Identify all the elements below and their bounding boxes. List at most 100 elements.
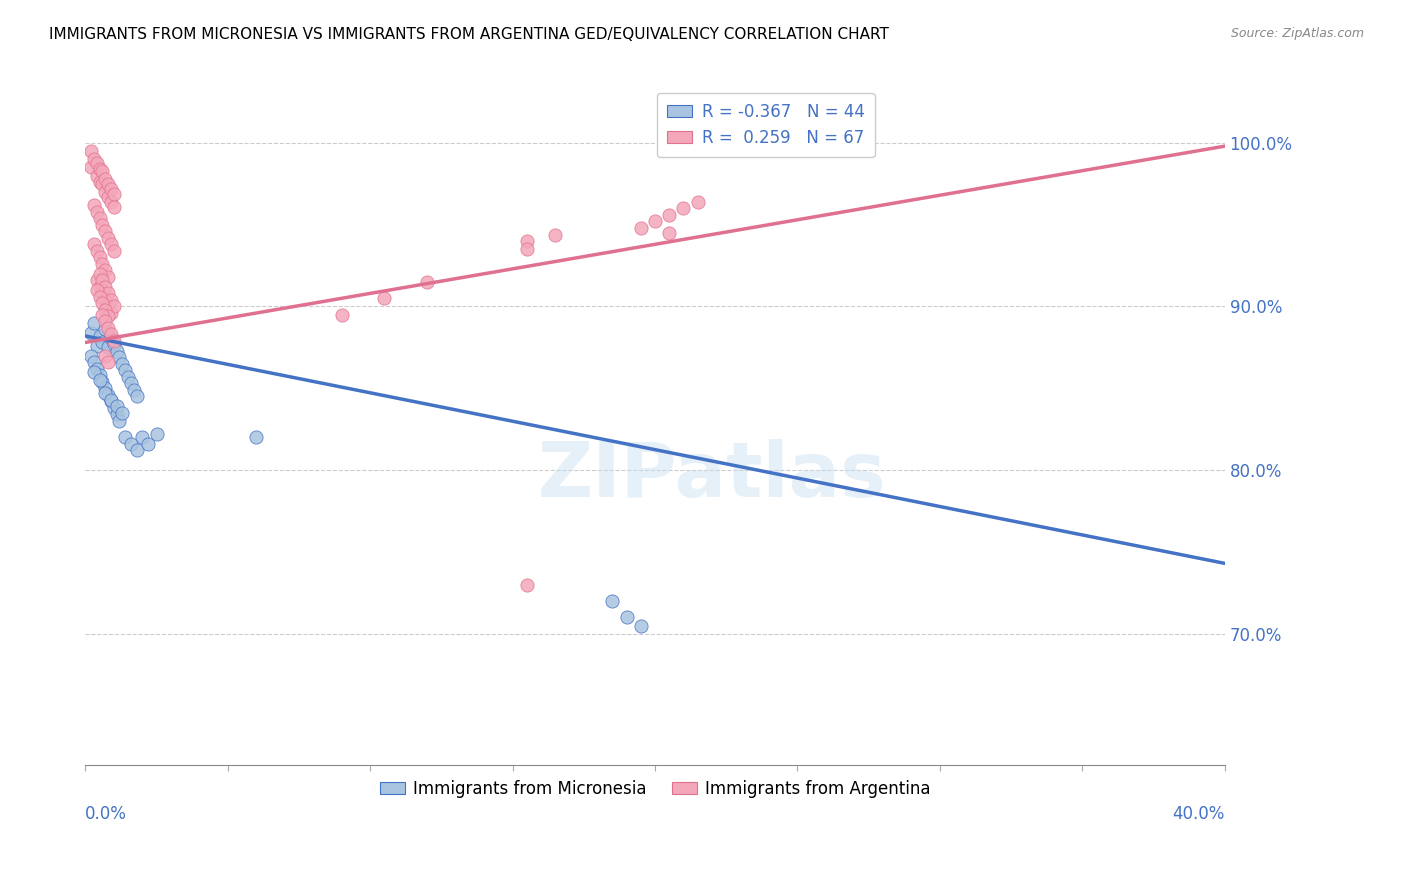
Point bbox=[97, 320, 120, 334]
Point bbox=[245, 430, 267, 444]
Point bbox=[94, 302, 117, 317]
Text: 40.0%: 40.0% bbox=[1173, 805, 1225, 823]
Point bbox=[544, 227, 567, 242]
Point bbox=[616, 610, 638, 624]
Point bbox=[91, 296, 114, 310]
Point bbox=[89, 290, 111, 304]
Point bbox=[83, 316, 105, 330]
Point bbox=[83, 365, 105, 379]
Point bbox=[103, 300, 125, 314]
Point bbox=[373, 291, 395, 305]
Point bbox=[86, 204, 108, 219]
Point bbox=[145, 427, 167, 442]
Point bbox=[100, 293, 122, 307]
Point bbox=[630, 221, 652, 235]
Point bbox=[100, 194, 122, 209]
Point bbox=[86, 244, 108, 258]
Point bbox=[136, 437, 159, 451]
Point bbox=[108, 350, 131, 364]
Point bbox=[86, 283, 108, 297]
Point bbox=[125, 443, 148, 458]
Point bbox=[125, 389, 148, 403]
Point bbox=[89, 175, 111, 189]
Point bbox=[94, 280, 117, 294]
Point bbox=[83, 198, 105, 212]
Point bbox=[97, 177, 120, 191]
Point bbox=[97, 388, 120, 402]
Point bbox=[100, 182, 122, 196]
Point bbox=[83, 237, 105, 252]
Point bbox=[97, 355, 120, 369]
Point bbox=[103, 401, 125, 415]
Point bbox=[100, 392, 122, 407]
Point bbox=[91, 375, 114, 389]
Point bbox=[91, 177, 114, 191]
Point bbox=[97, 286, 120, 301]
Point bbox=[91, 308, 114, 322]
Text: 0.0%: 0.0% bbox=[86, 805, 127, 823]
Point bbox=[94, 381, 117, 395]
Point bbox=[94, 172, 117, 186]
Text: Source: ZipAtlas.com: Source: ZipAtlas.com bbox=[1230, 27, 1364, 40]
Point bbox=[672, 202, 695, 216]
Point bbox=[91, 273, 114, 287]
Point bbox=[97, 300, 120, 314]
Point bbox=[103, 186, 125, 201]
Point bbox=[97, 190, 120, 204]
Point bbox=[103, 334, 125, 348]
Point bbox=[89, 162, 111, 177]
Point bbox=[97, 310, 120, 324]
Legend: Immigrants from Micronesia, Immigrants from Argentina: Immigrants from Micronesia, Immigrants f… bbox=[373, 773, 936, 805]
Point bbox=[120, 376, 142, 391]
Point bbox=[120, 437, 142, 451]
Point bbox=[416, 275, 439, 289]
Point bbox=[91, 218, 114, 232]
Point bbox=[114, 430, 136, 444]
Point bbox=[122, 383, 145, 397]
Point bbox=[103, 337, 125, 351]
Point bbox=[114, 363, 136, 377]
Point bbox=[131, 430, 153, 444]
Point bbox=[100, 394, 122, 409]
Point bbox=[600, 594, 623, 608]
Point bbox=[94, 224, 117, 238]
Point bbox=[100, 330, 122, 344]
Point bbox=[89, 251, 111, 265]
Point bbox=[630, 618, 652, 632]
Point bbox=[330, 308, 353, 322]
Point bbox=[94, 349, 117, 363]
Point bbox=[94, 185, 117, 199]
Point bbox=[89, 211, 111, 226]
Point bbox=[89, 373, 111, 387]
Point bbox=[80, 349, 103, 363]
Point bbox=[91, 257, 114, 271]
Point bbox=[91, 335, 114, 350]
Point bbox=[516, 242, 538, 256]
Point bbox=[103, 244, 125, 258]
Point bbox=[100, 327, 122, 342]
Point bbox=[97, 340, 120, 354]
Point bbox=[94, 263, 117, 277]
Point bbox=[100, 306, 122, 320]
Point bbox=[94, 314, 117, 328]
Point bbox=[86, 155, 108, 169]
Point bbox=[658, 226, 681, 240]
Point bbox=[105, 399, 128, 413]
Point bbox=[100, 237, 122, 252]
Point bbox=[117, 369, 139, 384]
Point bbox=[644, 214, 666, 228]
Point bbox=[94, 293, 117, 307]
Point bbox=[658, 208, 681, 222]
Point bbox=[89, 280, 111, 294]
Point bbox=[516, 234, 538, 248]
Text: ZIPatlas: ZIPatlas bbox=[537, 439, 886, 513]
Point bbox=[80, 144, 103, 158]
Point bbox=[89, 267, 111, 281]
Point bbox=[86, 361, 108, 376]
Point bbox=[97, 270, 120, 285]
Point bbox=[83, 153, 105, 167]
Point bbox=[91, 163, 114, 178]
Point bbox=[108, 414, 131, 428]
Point bbox=[105, 408, 128, 422]
Point bbox=[97, 231, 120, 245]
